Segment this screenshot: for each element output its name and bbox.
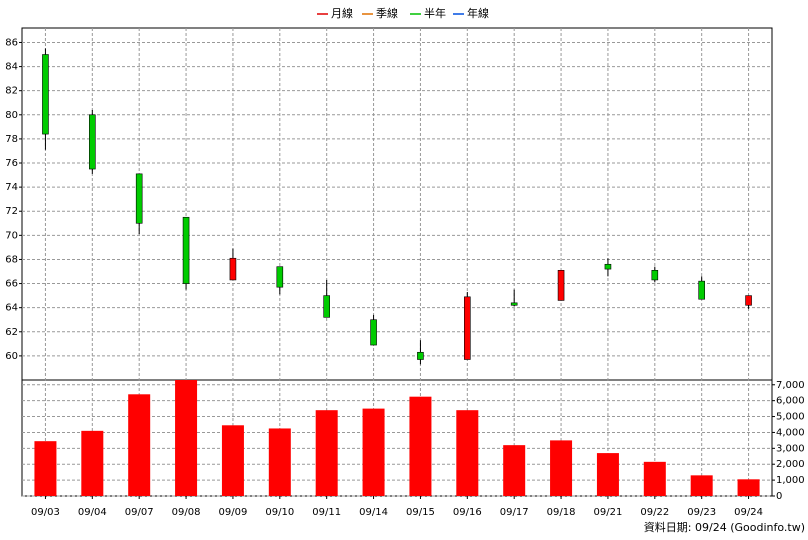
y-tick-label: 82 [5,86,18,97]
candle-body [89,114,96,170]
x-tick-label: 09/22 [640,507,669,518]
volume-bar [737,479,760,496]
y-tick-label: 64 [5,303,18,314]
volume-bar [175,380,198,496]
candle-body [464,296,471,360]
volume-bar [409,396,432,496]
x-tick-label: 09/07 [125,507,154,518]
volume-bar [596,453,619,496]
volume-bar [503,445,526,496]
x-tick-label: 09/18 [547,507,576,518]
candle-body [229,257,237,281]
legend-label: 半年 [424,6,446,20]
x-tick-label: 09/16 [453,507,482,518]
y-tick-label: 80 [5,110,18,121]
volume-bar [362,408,385,496]
volume-bar [221,425,244,496]
y-tick-label: 68 [5,254,18,265]
x-tick-label: 09/21 [594,507,623,518]
y2-tick-label: 5,000 [776,412,805,423]
y-tick-label: 86 [5,37,18,48]
y2-tick-label: 7,000 [776,380,805,391]
y-tick-label: 60 [5,351,18,362]
volume-bar [34,441,57,496]
y-tick-label: 76 [5,158,18,169]
candle-body [417,351,424,360]
y2-tick-label: 6,000 [776,396,805,407]
volume-bar [690,475,713,496]
y-tick-label: 70 [5,230,18,241]
y-tick-label: 66 [5,279,18,290]
legend-label: 月線 [331,6,353,20]
candle-body [42,54,49,135]
candle-body [323,295,330,318]
volume-bar [128,394,151,496]
y-tick-label: 78 [5,134,18,145]
volume-bar [643,461,666,496]
candle-body [604,263,612,270]
candle-body [135,173,143,224]
x-tick-label: 09/17 [500,507,529,518]
y2-tick-label: 4,000 [776,427,805,438]
legend-label: 年線 [467,6,489,20]
y2-tick-label: 1,000 [776,475,805,486]
candle-body [651,270,659,281]
x-tick-label: 09/04 [78,507,107,518]
x-tick-label: 09/15 [406,507,435,518]
x-tick-label: 09/11 [312,507,341,518]
candle-body [557,270,565,301]
candle-body [510,302,518,306]
candle-body [745,295,752,306]
x-tick-label: 09/24 [734,507,763,518]
legend-label: 季線 [376,6,398,20]
y-tick-label: 72 [5,206,18,217]
x-tick-label: 09/14 [359,507,388,518]
volume-bar [81,430,104,496]
y2-tick-label: 2,000 [776,459,805,470]
x-tick-label: 09/10 [265,507,294,518]
candle-body [370,319,377,346]
y2-tick-label: 3,000 [776,443,805,454]
volume-bar [456,410,479,496]
y-tick-label: 74 [5,182,18,193]
y-tick-label: 62 [5,327,18,338]
volume-bar [550,440,573,496]
candle-body [182,216,190,284]
volume-bar [268,428,291,496]
candle-body [276,266,284,288]
y2-tick-label: 0 [776,491,782,502]
y-tick-label: 84 [5,62,18,73]
x-tick-label: 09/23 [687,507,716,518]
x-tick-label: 09/03 [31,507,60,518]
x-tick-label: 09/09 [219,507,248,518]
candle-body [698,280,705,300]
volume-bar [315,410,338,496]
x-tick-label: 09/08 [172,507,201,518]
footer: 資料日期: 09/24 (Goodinfo.tw) [644,520,805,534]
